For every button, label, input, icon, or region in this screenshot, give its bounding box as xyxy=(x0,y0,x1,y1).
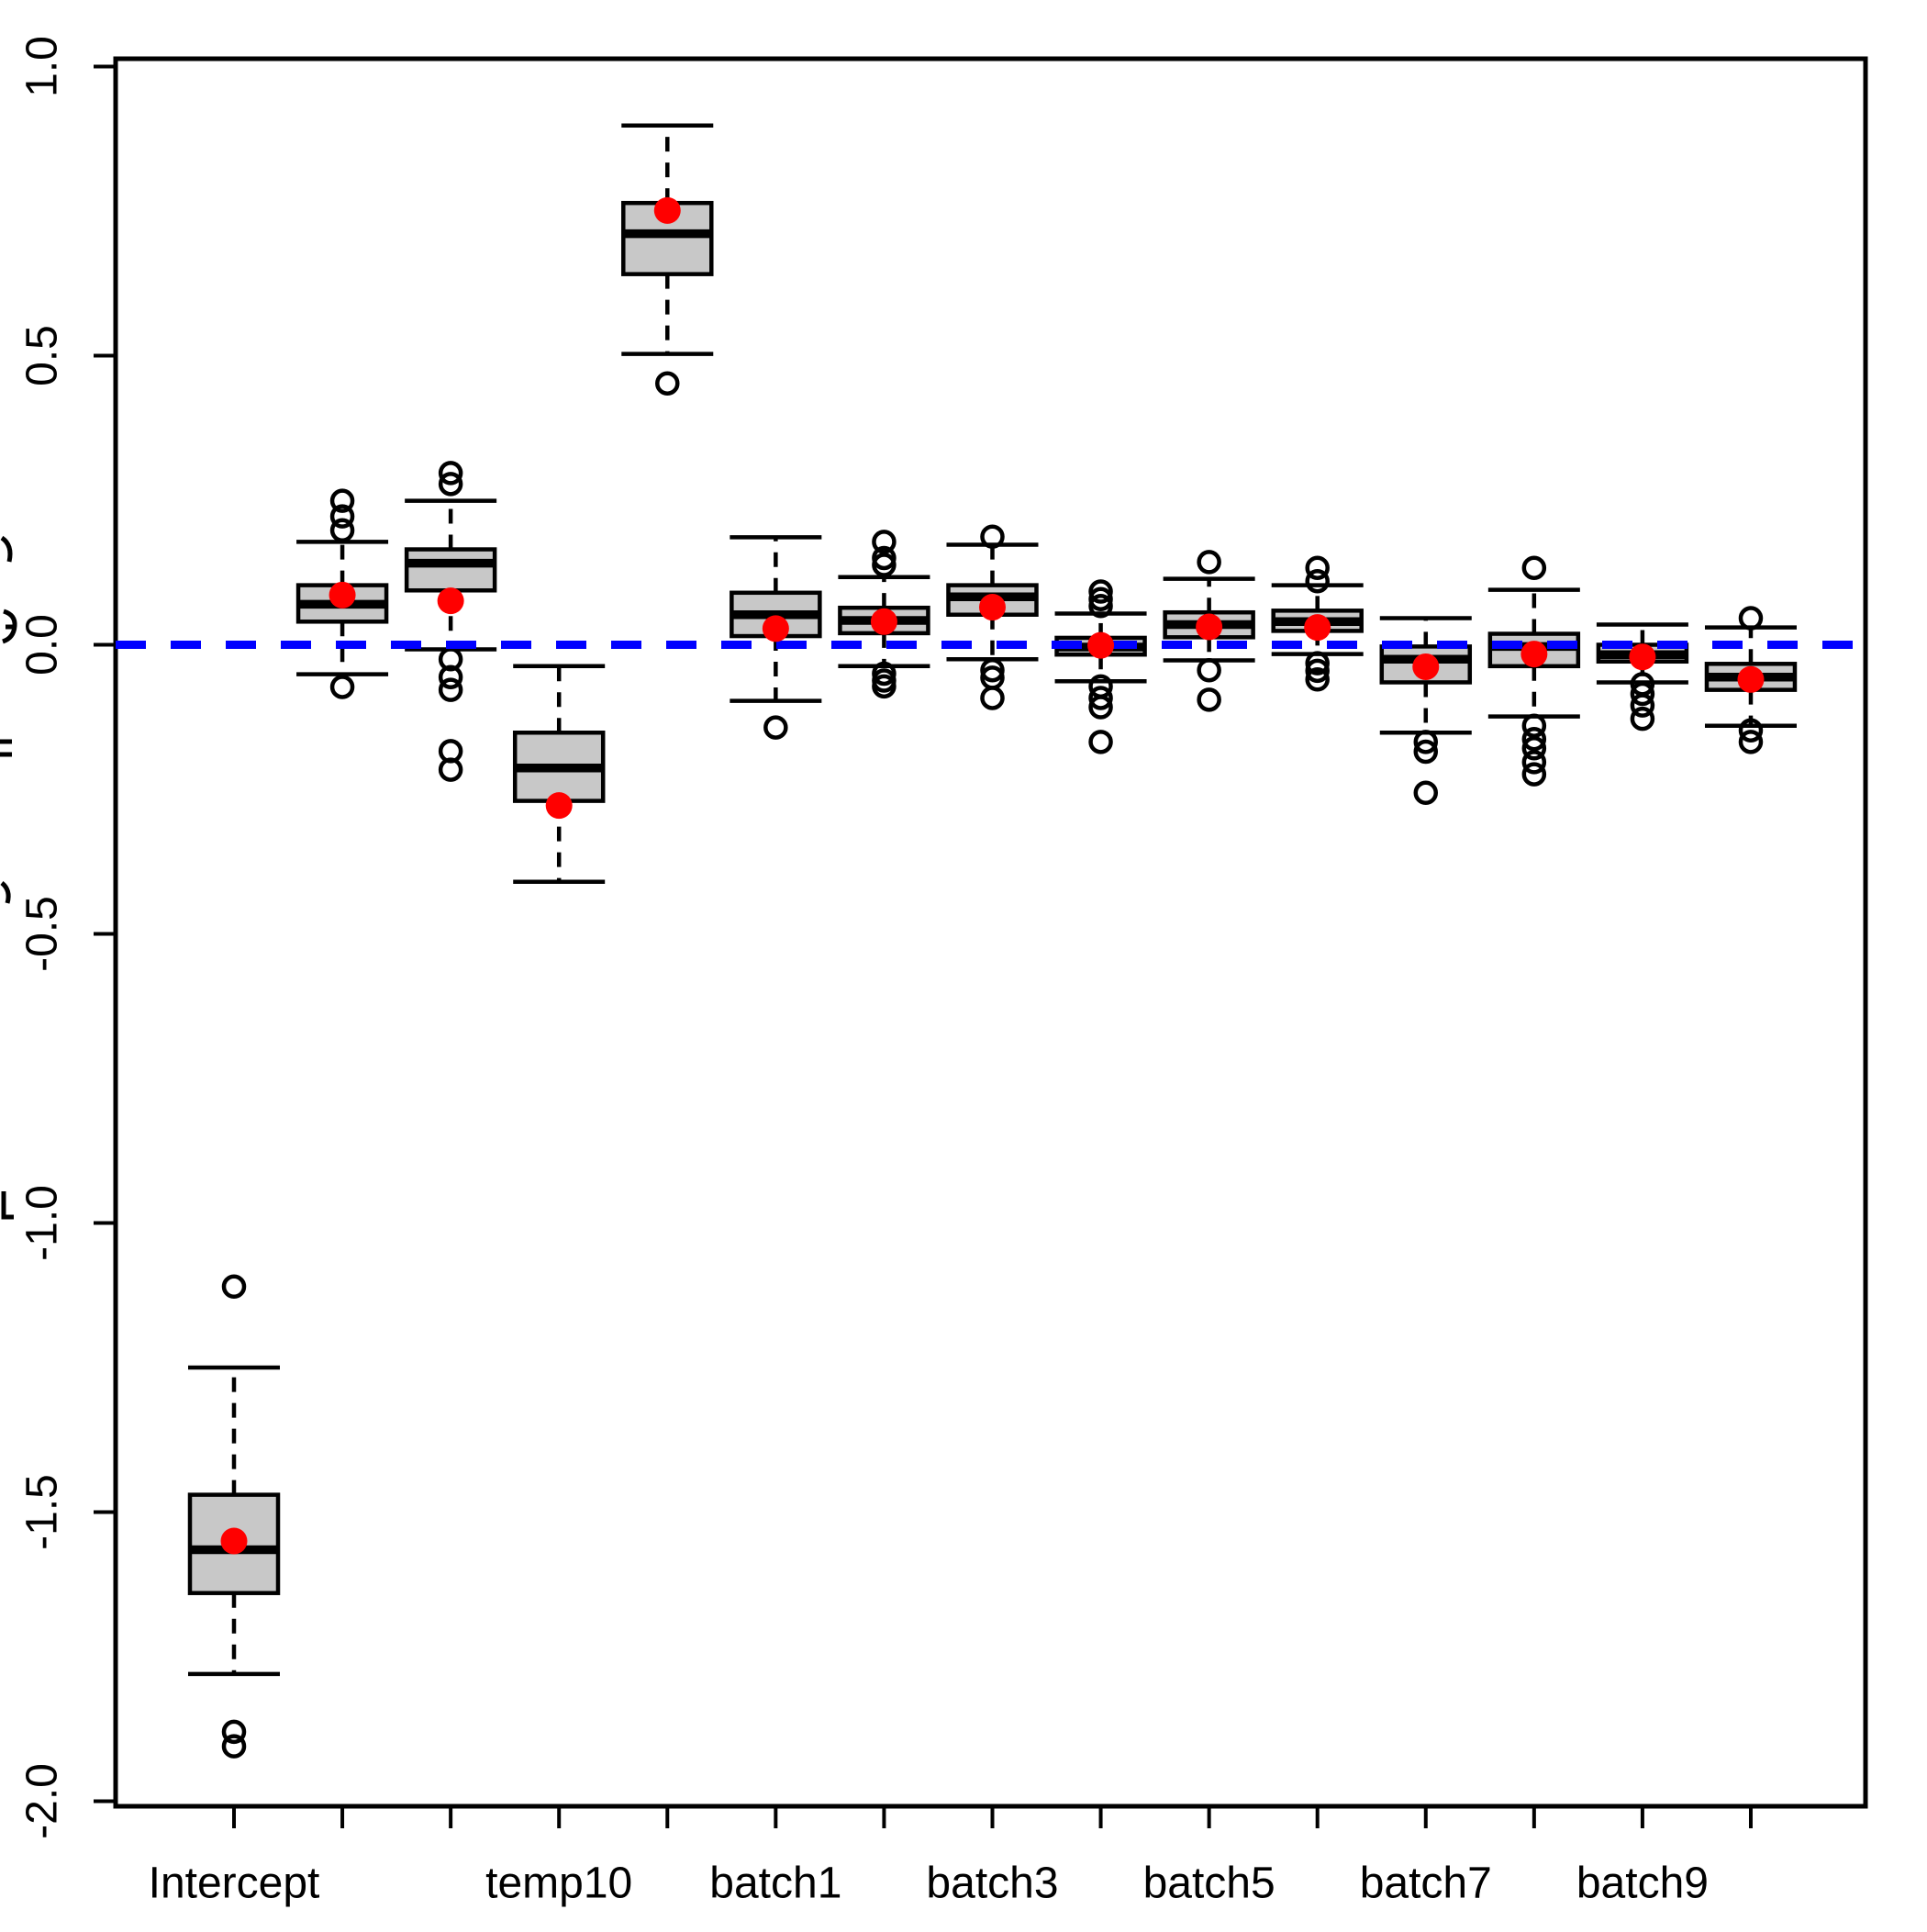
outlier-point xyxy=(438,677,463,702)
outlier-point xyxy=(1197,550,1221,575)
outlier-point xyxy=(438,757,463,782)
outlier-point xyxy=(1630,681,1655,707)
red-point-marker xyxy=(1412,653,1440,680)
boxplot-temp10 xyxy=(512,664,606,885)
x-tick-label: batch9 xyxy=(1576,1859,1709,1908)
outlier-point xyxy=(329,488,355,513)
boxplot-batch7 xyxy=(1379,616,1473,806)
outlier-point xyxy=(1413,730,1439,754)
outlier-point xyxy=(872,530,897,554)
outlier-point xyxy=(329,675,355,699)
x-axis: Intercept temp10 batch1 batch3 batch5 batch7 b… xyxy=(149,1806,1753,1908)
outlier-point xyxy=(980,686,1005,710)
outlier-point xyxy=(1088,695,1113,720)
outlier-point xyxy=(980,524,1005,549)
outlier-point xyxy=(329,518,355,543)
outlier-point xyxy=(1413,739,1439,765)
outlier-point xyxy=(438,461,463,486)
boxplot-pos3 xyxy=(404,461,497,782)
outlier-point xyxy=(1305,568,1330,594)
outlier-point xyxy=(872,674,897,699)
x-tick-label: batch7 xyxy=(1360,1859,1492,1908)
y-tick-label: 0.0 xyxy=(18,614,67,676)
x-tick-label: batch3 xyxy=(926,1859,1058,1908)
red-point-marker xyxy=(762,615,789,642)
y-tick-label: -1.5 xyxy=(18,1474,67,1550)
outlier-point xyxy=(872,545,897,571)
outlier-point xyxy=(1305,658,1330,684)
outlier-point xyxy=(1521,762,1547,787)
red-point-marker xyxy=(437,587,464,615)
x-tick-label: batch5 xyxy=(1143,1859,1275,1908)
outlier-point xyxy=(1197,687,1221,712)
outlier-point xyxy=(1521,750,1547,775)
outlier-point xyxy=(1088,686,1113,710)
outlier-point xyxy=(1738,730,1764,754)
x-tick-label: batch1 xyxy=(709,1859,841,1908)
outlier-point xyxy=(872,661,897,687)
red-point-marker xyxy=(1087,631,1115,659)
outlier-point xyxy=(872,553,897,577)
y-tick-label: -0.5 xyxy=(18,896,67,972)
outlier-point xyxy=(1521,736,1547,761)
x-tick-label: temp10 xyxy=(485,1859,632,1908)
iqr-box xyxy=(187,1492,281,1595)
outlier-point xyxy=(438,647,463,672)
red-point-marker xyxy=(545,792,573,820)
red-point-marker xyxy=(1520,641,1548,668)
outlier-point xyxy=(1305,555,1330,580)
outlier-point xyxy=(1088,730,1113,754)
x-tick-label: Intercept xyxy=(149,1859,320,1908)
outlier-point xyxy=(329,504,355,529)
red-point-marker xyxy=(978,594,1006,621)
outlier-point xyxy=(763,715,788,740)
y-tick-label: 1.0 xyxy=(18,36,67,97)
red-point-marker xyxy=(653,196,681,224)
iqr-box xyxy=(404,547,497,593)
plot-border xyxy=(113,56,1868,1809)
red-point-marker xyxy=(329,581,356,609)
outlier-point xyxy=(1521,726,1547,752)
outlier-point xyxy=(1521,555,1547,580)
red-point-marker xyxy=(1737,665,1765,693)
outlier-point xyxy=(1738,718,1764,743)
outlier-point xyxy=(980,657,1005,683)
outlier-point xyxy=(221,1274,247,1300)
outlier-point xyxy=(1630,693,1655,718)
outlier-point xyxy=(1088,579,1113,604)
outlier-point xyxy=(1738,606,1764,631)
outlier-point xyxy=(1521,713,1547,738)
boxplot-batch9 xyxy=(1596,622,1689,731)
y-tick-label: -1.0 xyxy=(18,1185,67,1261)
outlier-point xyxy=(438,472,463,497)
red-point-marker xyxy=(220,1527,248,1555)
outlier-point xyxy=(1197,657,1221,683)
y-axis: 1.0 0.5 0.0 -0.5 -1.0 -1.5 -2.0 xyxy=(18,36,116,1839)
outlier-point xyxy=(1305,651,1330,676)
boxplot-pos9 xyxy=(1054,579,1147,754)
boxplot-pos13 xyxy=(1487,555,1581,787)
y-tick-label: 0.5 xyxy=(18,325,67,386)
y-tick-label: -2.0 xyxy=(18,1763,67,1839)
outlier-point xyxy=(1088,586,1113,611)
plot-area: 1.0 0.5 0.0 -0.5 -1.0 -1.5 -2.0 Intercept temp10… xyxy=(18,36,1868,1908)
boxplot-Intercept xyxy=(187,1274,281,1759)
outlier-point xyxy=(1630,706,1655,731)
outlier-point xyxy=(1305,667,1330,692)
red-point-marker xyxy=(1629,643,1656,671)
boxplot-pos5 xyxy=(621,123,714,396)
outlier-point xyxy=(655,371,680,396)
red-point-marker xyxy=(1196,613,1223,641)
outlier-point xyxy=(438,664,463,690)
outlier-point xyxy=(221,1719,247,1745)
outlier-point xyxy=(1088,594,1113,619)
red-point-marker xyxy=(1304,614,1331,642)
y-axis-title-clipped-fragments xyxy=(0,535,17,1220)
outlier-point xyxy=(221,1734,247,1759)
outlier-point xyxy=(1413,780,1439,806)
red-point-marker xyxy=(870,608,897,635)
